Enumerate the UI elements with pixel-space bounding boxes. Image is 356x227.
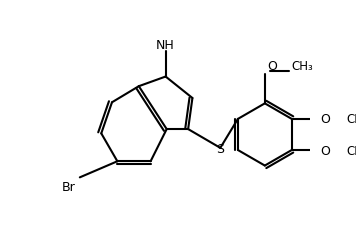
Text: NH: NH [156,39,175,52]
Text: O: O [321,144,331,157]
Text: CH₃: CH₃ [346,144,356,157]
Text: O: O [321,113,331,126]
Text: Br: Br [62,180,75,193]
Text: O: O [267,60,277,73]
Text: S: S [216,143,224,156]
Text: CH₃: CH₃ [292,60,313,73]
Text: CH₃: CH₃ [346,113,356,126]
